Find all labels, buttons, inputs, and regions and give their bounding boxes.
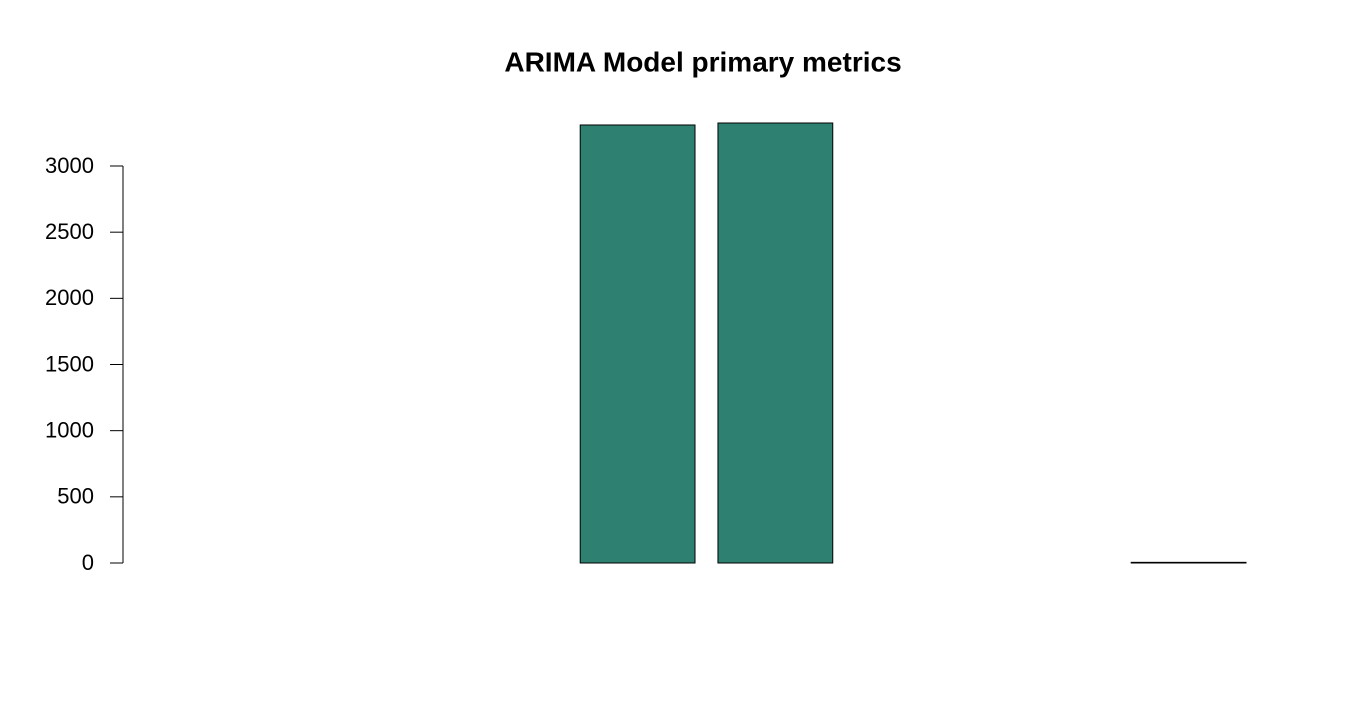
y-tick-label: 3000: [45, 153, 94, 178]
y-tick-label: 2000: [45, 285, 94, 310]
y-tick-label: 1500: [45, 351, 94, 376]
y-tick-label: 1000: [45, 417, 94, 442]
chart-title: ARIMA Model primary metrics: [504, 46, 901, 77]
bar: [717, 122, 834, 564]
bar: [1130, 561, 1247, 564]
bar: [579, 124, 696, 564]
y-tick-label: 500: [57, 484, 94, 509]
y-tick-label: 2500: [45, 219, 94, 244]
y-tick-label: 0: [82, 550, 94, 575]
